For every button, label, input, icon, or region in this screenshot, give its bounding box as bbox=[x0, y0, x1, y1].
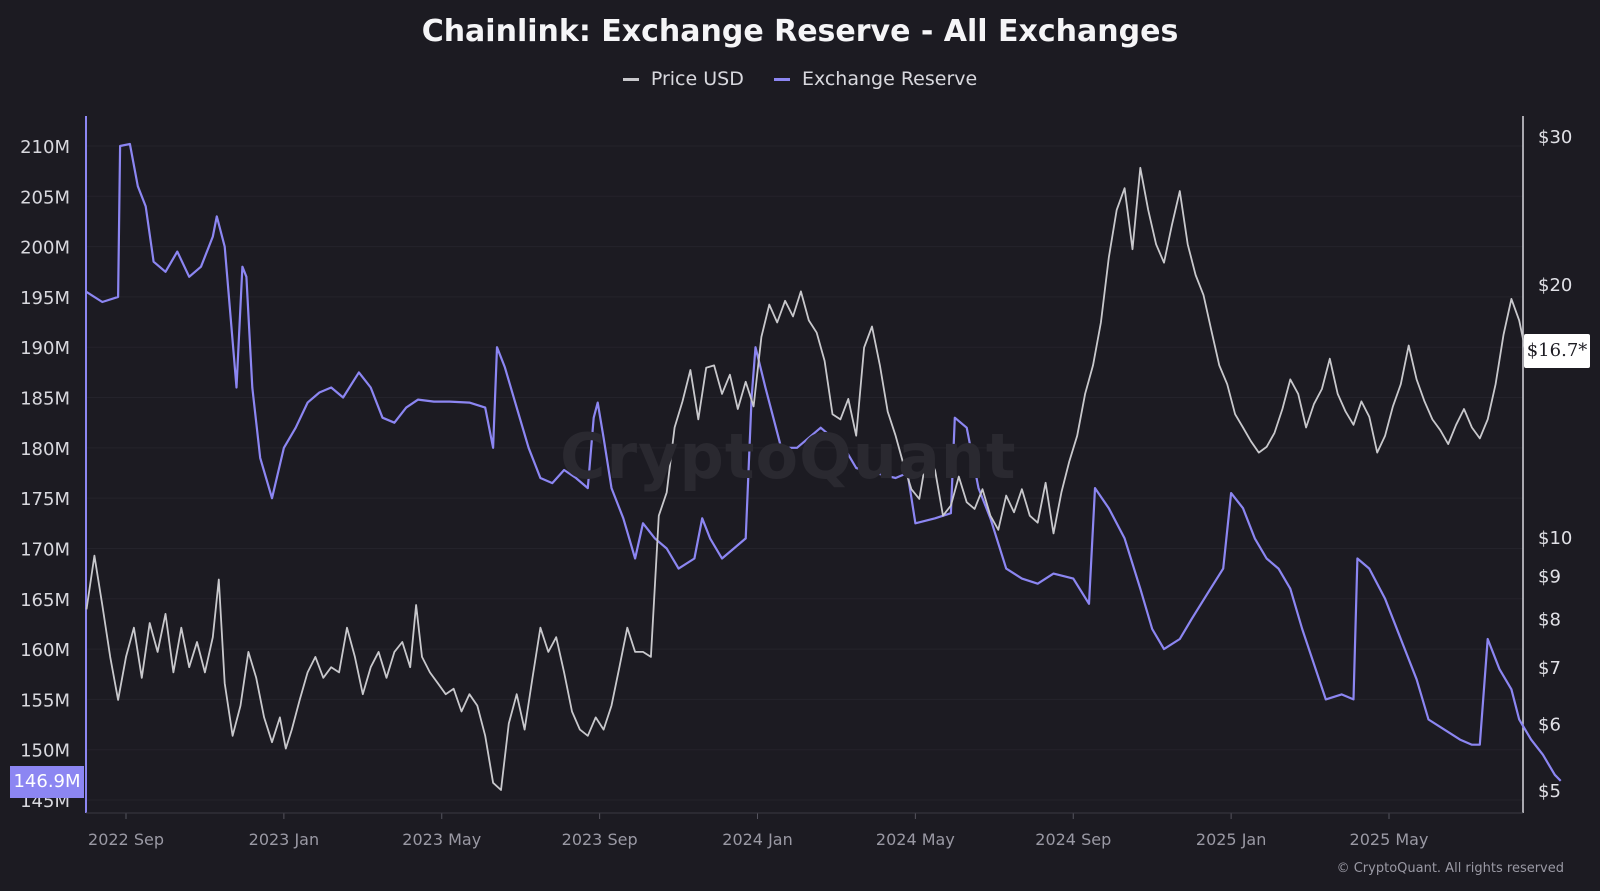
gridlines bbox=[86, 145, 1523, 801]
left-axis-ticks: 210M 205M 200M 195M 190M 185M 180M 175M 170M 165M… bbox=[20, 137, 70, 812]
left-tick-label: 150M bbox=[20, 741, 70, 762]
x-tick-label: 2023 Sep bbox=[562, 830, 638, 849]
current-reserve-badge: 146.9M bbox=[10, 766, 84, 798]
left-tick-label: 195M bbox=[20, 288, 70, 309]
current-price-badge: $16.7* bbox=[1524, 334, 1590, 368]
right-tick-label: $8 bbox=[1538, 609, 1561, 630]
reserve-swatch-icon bbox=[773, 78, 790, 81]
left-tick-label: 205M bbox=[20, 187, 70, 208]
series-lines bbox=[85, 142, 1562, 791]
legend: Price USD Exchange Reserve bbox=[0, 68, 1600, 90]
left-tick-label: 160M bbox=[20, 640, 70, 661]
right-tick-label: $30 bbox=[1538, 127, 1572, 148]
x-tick-label: 2024 Jan bbox=[722, 830, 792, 849]
right-tick-label: $7 bbox=[1538, 658, 1561, 679]
x-tick-label: 2024 Sep bbox=[1035, 830, 1111, 849]
x-tick-label: 2025 May bbox=[1350, 830, 1429, 849]
right-axis-ticks: $30 $20 $10 $9 $8 $7 $6 $5 bbox=[1538, 127, 1572, 802]
legend-label-reserve: Exchange Reserve bbox=[801, 68, 978, 90]
right-tick-label: $10 bbox=[1538, 528, 1572, 549]
watermark-text: CryptoQuant bbox=[560, 420, 1017, 493]
left-tick-label: 170M bbox=[20, 539, 70, 560]
right-tick-label: $5 bbox=[1538, 781, 1561, 802]
x-tick-label: 2022 Sep bbox=[88, 830, 164, 849]
left-tick-label: 180M bbox=[20, 439, 70, 460]
right-tick-label: $20 bbox=[1538, 275, 1572, 296]
price-usd-line bbox=[85, 166, 1544, 791]
x-axis-ticks: 2022 Sep 2023 Jan 2023 May 2023 Sep 2024 Jan… bbox=[88, 813, 1428, 849]
right-tick-label: $9 bbox=[1538, 566, 1561, 587]
left-tick-label: 155M bbox=[20, 690, 70, 711]
legend-item-price[interactable]: Price USD bbox=[622, 68, 744, 90]
copyright-credit: © CryptoQuant. All rights reserved bbox=[1336, 861, 1564, 876]
right-tick-label: $6 bbox=[1538, 714, 1561, 735]
chart-title: Chainlink: Exchange Reserve - All Exchan… bbox=[421, 14, 1179, 49]
left-tick-label: 175M bbox=[20, 489, 70, 510]
left-tick-label: 210M bbox=[20, 137, 70, 158]
left-tick-label: 190M bbox=[20, 338, 70, 359]
exchange-reserve-line bbox=[85, 142, 1562, 782]
left-tick-label: 200M bbox=[20, 238, 70, 259]
price-swatch-icon bbox=[622, 78, 639, 81]
left-tick-label: 185M bbox=[20, 389, 70, 410]
x-tick-label: 2023 May bbox=[402, 830, 481, 849]
legend-item-reserve[interactable]: Exchange Reserve bbox=[773, 68, 978, 90]
left-tick-label: 165M bbox=[20, 590, 70, 611]
x-tick-label: 2025 Jan bbox=[1196, 830, 1266, 849]
x-tick-label: 2023 Jan bbox=[249, 830, 319, 849]
x-tick-label: 2024 May bbox=[876, 830, 955, 849]
legend-label-price: Price USD bbox=[650, 68, 744, 90]
